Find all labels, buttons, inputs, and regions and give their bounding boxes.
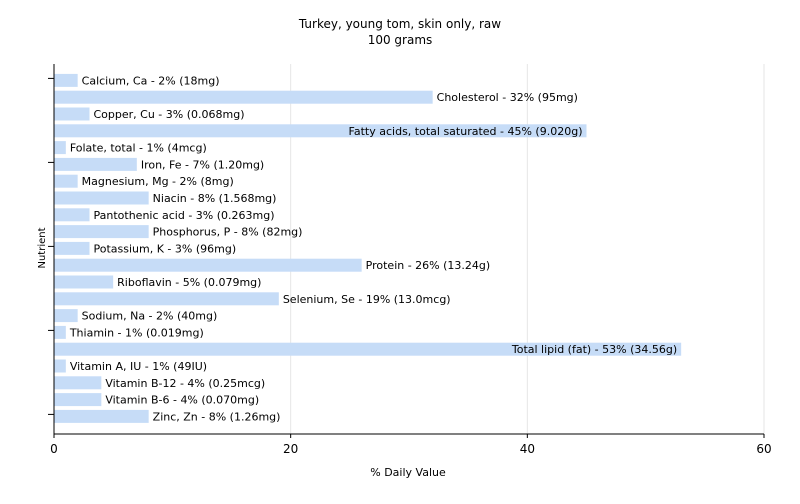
bar-label: Sodium, Na - 2% (40mg) (82, 310, 218, 323)
bar (54, 376, 102, 390)
bar (54, 191, 149, 205)
bar (54, 393, 102, 407)
x-axis-label: % Daily Value (370, 466, 446, 479)
bar-label: Magnesium, Mg - 2% (8mg) (82, 175, 234, 188)
bar-label: Niacin - 8% (1.568mg) (153, 192, 277, 205)
chart-title: Turkey, young tom, skin only, raw (298, 17, 501, 31)
bar-label: Vitamin B-6 - 4% (0.070mg) (105, 394, 259, 407)
bar-label: Vitamin B-12 - 4% (0.25mcg) (105, 377, 265, 390)
chart-subtitle: 100 grams (368, 33, 433, 47)
bar (54, 107, 90, 121)
bar (54, 141, 66, 155)
bars: Calcium, Ca - 2% (18mg) Cholesterol - 32%… (54, 73, 682, 423)
x-tick-label: 40 (520, 442, 535, 456)
bar-label: Folate, total - 1% (4mcg) (70, 142, 207, 155)
bar (54, 325, 66, 339)
bar (54, 90, 433, 104)
bar-label: Protein - 26% (13.24g) (366, 259, 491, 272)
x-tick-label: 20 (283, 442, 298, 456)
bar (54, 409, 149, 423)
bar (54, 174, 78, 188)
bar-label: Iron, Fe - 7% (1.20mg) (141, 158, 264, 171)
bar (54, 208, 90, 222)
bar (54, 275, 114, 289)
bar (54, 225, 149, 239)
bar-label: Thiamin - 1% (0.019mg) (69, 326, 204, 339)
bar-label: Pantothenic acid - 3% (0.263mg) (94, 209, 275, 222)
bar-label: Cholesterol - 32% (95mg) (437, 91, 578, 104)
bar (54, 258, 362, 272)
bar (54, 342, 682, 356)
bar-label: Fatty acids, total saturated - 45% (9.02… (349, 125, 583, 138)
bar (54, 124, 587, 138)
bar-label: Selenium, Se - 19% (13.0mcg) (283, 293, 451, 306)
x-tick-label: 60 (756, 442, 771, 456)
bar-label: Potassium, K - 3% (96mg) (94, 242, 237, 255)
bar-label: Phosphorus, P - 8% (82mg) (153, 226, 303, 239)
bar-label: Zinc, Zn - 8% (1.26mg) (153, 410, 281, 423)
x-tick-label: 0 (50, 442, 58, 456)
bar (54, 359, 66, 373)
bar-label: Total lipid (fat) - 53% (34.56g) (511, 343, 677, 356)
bar (54, 309, 78, 323)
bar-label: Vitamin A, IU - 1% (49IU) (70, 360, 207, 373)
bar (54, 292, 279, 306)
bar (54, 157, 137, 171)
bar (54, 241, 90, 255)
bar-label: Copper, Cu - 3% (0.068mg) (94, 108, 245, 121)
y-axis-label: Nutrient (37, 227, 48, 268)
grid-lines (290, 64, 765, 434)
bar (54, 73, 78, 87)
bar-label: Riboflavin - 5% (0.079mg) (117, 276, 261, 289)
bar-label: Calcium, Ca - 2% (18mg) (82, 74, 220, 87)
axes: 0 20 40 60 (48, 64, 772, 456)
